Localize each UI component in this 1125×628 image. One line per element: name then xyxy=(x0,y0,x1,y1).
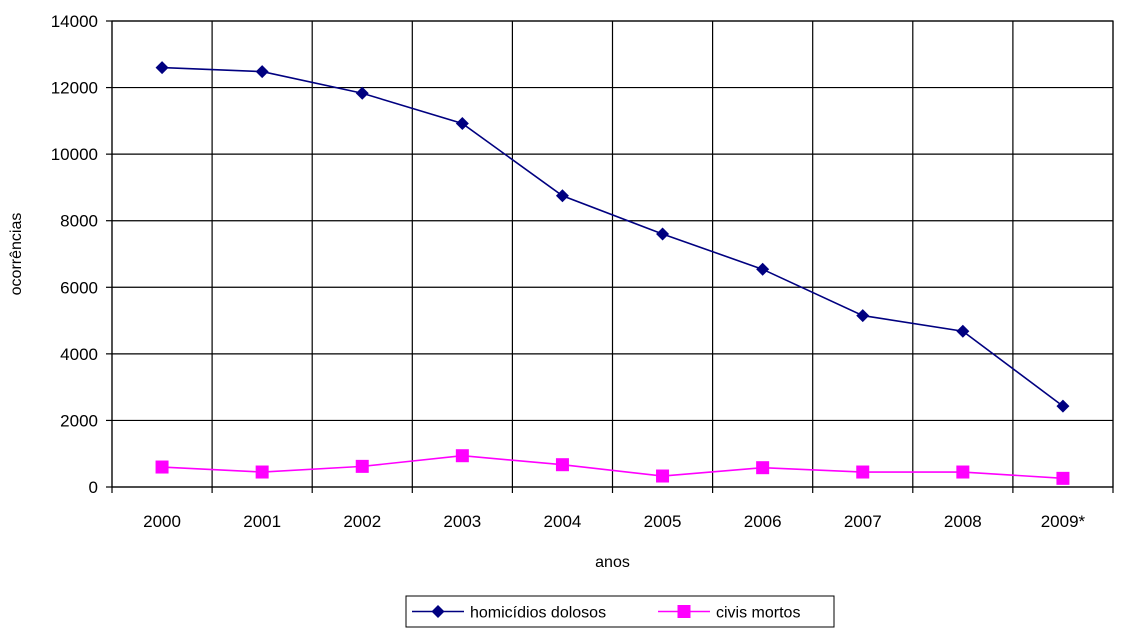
legend-marker xyxy=(677,605,691,618)
y-tick-label: 4000 xyxy=(60,345,98,364)
legend-item-2: civis mortos xyxy=(658,605,800,622)
data-point xyxy=(555,189,569,203)
legend-box xyxy=(405,595,835,628)
x-tick-label: 2007 xyxy=(844,512,882,531)
data-point xyxy=(155,61,169,75)
y-tick-label: 0 xyxy=(89,478,98,497)
y-tick-label: 10000 xyxy=(51,145,98,164)
legend-item-1: homicídios dolosos xyxy=(412,605,606,622)
series-line xyxy=(162,66,1064,407)
series-group xyxy=(155,61,1070,485)
x-axis-title: anos xyxy=(595,554,630,571)
y-tick-label: 8000 xyxy=(60,212,98,231)
data-point xyxy=(255,65,269,79)
data-point xyxy=(255,465,269,479)
data-point xyxy=(155,460,169,474)
data-point xyxy=(956,324,970,338)
y-axis-title: ocorrências xyxy=(8,213,25,296)
data-point xyxy=(555,458,569,472)
legend-label: homicídios dolosos xyxy=(470,605,606,622)
data-point xyxy=(355,459,369,473)
y-tick-label: 12000 xyxy=(51,79,98,98)
x-tick-label: 2009* xyxy=(1041,512,1086,531)
series-line xyxy=(162,454,1064,480)
data-point xyxy=(355,86,369,100)
data-point xyxy=(856,309,870,323)
x-tick-label: 2005 xyxy=(644,512,682,531)
y-tick-label: 2000 xyxy=(60,411,98,430)
legend: homicídios dolosos civis mortos xyxy=(405,595,835,628)
x-tick-label: 2000 xyxy=(143,512,181,531)
data-point xyxy=(656,469,670,483)
x-tick-label: 2006 xyxy=(744,512,782,531)
data-point xyxy=(856,465,870,479)
data-point xyxy=(455,449,469,463)
series-2 xyxy=(155,449,1070,485)
legend-marker xyxy=(431,605,445,618)
x-tick-label: 2004 xyxy=(544,512,582,531)
data-point xyxy=(656,227,670,241)
x-tick-label: 2008 xyxy=(944,512,982,531)
data-point xyxy=(756,461,770,475)
y-tick-label: 14000 xyxy=(51,12,98,31)
data-point xyxy=(1056,471,1070,485)
data-point xyxy=(756,262,770,276)
x-tick-label: 2003 xyxy=(443,512,481,531)
axes: 0 2000 4000 6000 8000 10000 12000 14000 2000 2001… xyxy=(51,12,1114,531)
x-tick-label: 2001 xyxy=(243,512,281,531)
series-1 xyxy=(155,61,1070,413)
data-point xyxy=(1056,399,1070,413)
x-tick-label: 2002 xyxy=(343,512,381,531)
legend-label: civis mortos xyxy=(716,605,800,622)
gridlines xyxy=(111,20,1114,488)
data-point xyxy=(455,117,469,131)
y-tick-label: 6000 xyxy=(60,278,98,297)
data-point xyxy=(956,465,970,479)
